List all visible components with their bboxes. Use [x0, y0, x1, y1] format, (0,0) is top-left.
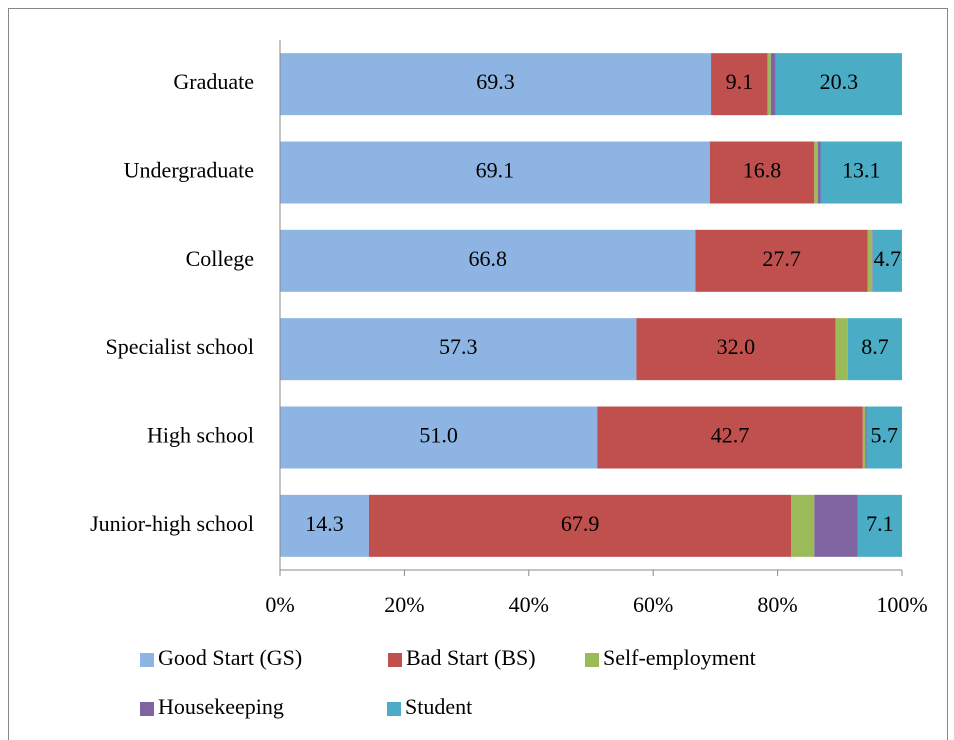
data-label: 20.3 [820, 69, 859, 94]
legend-swatch [140, 653, 154, 667]
bar-segment [368, 494, 792, 557]
y-tick-label: Undergraduate [124, 158, 254, 183]
bar-segment [695, 229, 868, 292]
x-tick-label: 20% [384, 592, 424, 617]
legend-label: Bad Start (BS) [406, 645, 536, 670]
y-tick-label: High school [147, 423, 254, 448]
bar-segment [872, 229, 873, 292]
bar-segment [280, 494, 369, 557]
data-label: 67.9 [561, 511, 600, 536]
bar-segment [814, 494, 858, 557]
data-label: 13.1 [842, 158, 881, 183]
bar-segment [636, 318, 836, 381]
data-label: 9.1 [726, 69, 754, 94]
bar-segment [775, 53, 902, 116]
data-label: 66.8 [468, 246, 507, 271]
bar-segment [820, 141, 902, 204]
bar-segment [597, 406, 863, 469]
data-label: 42.7 [711, 423, 750, 448]
x-tick-label: 60% [633, 592, 673, 617]
chart-border [8, 8, 948, 740]
x-tick-label: 80% [757, 592, 797, 617]
data-label: 57.3 [439, 334, 478, 359]
legend-label: Self-employment [603, 645, 756, 670]
bar-segment [818, 141, 821, 204]
legend-swatch [388, 653, 402, 667]
y-tick-label: Graduate [173, 69, 254, 94]
bar-segment [709, 141, 815, 204]
bar-segment [862, 406, 866, 469]
x-tick-label: 40% [509, 592, 549, 617]
bar-segment [835, 318, 848, 381]
data-label: 27.7 [762, 246, 801, 271]
bar-segment [857, 494, 902, 557]
legend-label: Housekeeping [158, 694, 284, 719]
bar-segment [865, 406, 867, 469]
bar-segment [866, 406, 902, 469]
bar-segment [872, 229, 902, 292]
bar-segment [280, 406, 598, 469]
bar-segment [711, 53, 768, 116]
legend-swatch [387, 702, 401, 716]
x-tick-label: 100% [876, 592, 927, 617]
y-tick-label: Junior-high school [90, 511, 254, 536]
bar-segment [847, 318, 902, 381]
bar-segment [280, 229, 696, 292]
data-label: 14.3 [305, 511, 344, 536]
bar-segment [770, 53, 776, 116]
bar-segment [791, 494, 815, 557]
bar-segment [867, 229, 873, 292]
data-label: 69.3 [476, 69, 515, 94]
data-label: 32.0 [717, 334, 756, 359]
legend-label: Student [405, 694, 472, 719]
legend-swatch [585, 653, 599, 667]
bar-segment [767, 53, 771, 116]
data-label: 69.1 [476, 158, 515, 183]
bar-segment [280, 53, 712, 116]
data-label: 51.0 [419, 423, 458, 448]
bar-segment [280, 141, 710, 204]
bar-segment [280, 318, 637, 381]
data-label: 8.7 [861, 334, 889, 359]
data-label: 4.7 [874, 246, 902, 271]
legend-swatch [140, 702, 154, 716]
y-tick-label: College [186, 246, 254, 271]
data-label: 16.8 [743, 158, 782, 183]
data-label: 7.1 [866, 511, 894, 536]
data-label: 5.7 [871, 423, 899, 448]
bar-segment [814, 141, 819, 204]
y-tick-label: Specialist school [106, 334, 254, 359]
x-tick-label: 0% [265, 592, 294, 617]
legend-label: Good Start (GS) [158, 645, 302, 670]
